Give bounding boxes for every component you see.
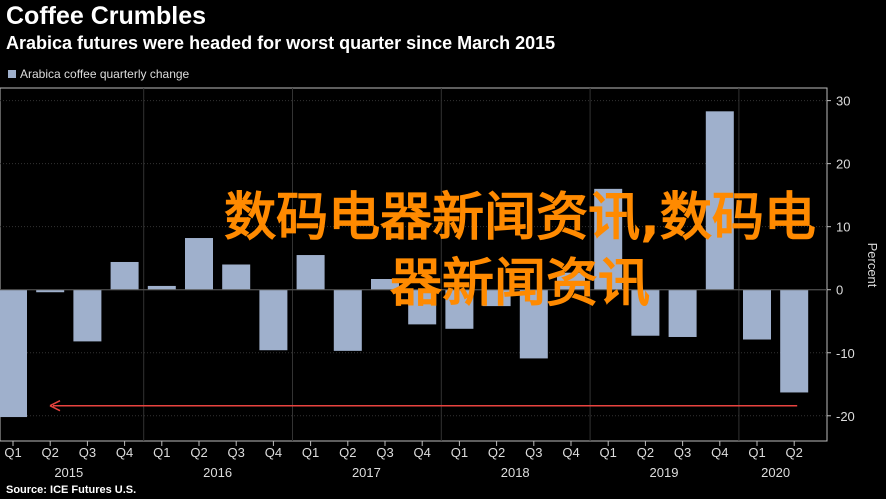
bar — [594, 188, 623, 290]
x-tick-label: Q4 — [414, 445, 431, 460]
chart-title: Coffee Crumbles — [6, 2, 207, 30]
legend: Arabica coffee quarterly change — [8, 67, 189, 81]
x-tick-label: Q3 — [228, 445, 245, 460]
x-tick-label: Q2 — [42, 445, 59, 460]
bar — [631, 289, 660, 336]
bar — [259, 289, 288, 351]
y-tick-label: 10 — [836, 220, 850, 235]
bar — [408, 289, 437, 325]
x-year-label: 2019 — [650, 465, 679, 480]
reference-arrow-head — [49, 400, 61, 412]
watermark-overlay: 数码电器新闻资讯,数码电器新闻资讯 — [224, 188, 816, 314]
x-tick-label: Q3 — [376, 445, 393, 460]
x-year-label: 2016 — [203, 465, 232, 480]
plot-frame — [0, 87, 828, 442]
bar — [296, 255, 325, 290]
y-tick-label: 20 — [836, 157, 850, 172]
bar — [36, 289, 65, 293]
bar — [333, 289, 362, 351]
x-year-label: 2020 — [761, 465, 790, 480]
x-tick-label: Q1 — [748, 445, 765, 460]
y-tick-label: 0 — [836, 283, 843, 298]
bar — [519, 289, 548, 359]
source-note: Source: ICE Futures U.S. — [6, 484, 137, 496]
x-tick-label: Q4 — [711, 445, 728, 460]
x-tick-label: Q2 — [190, 445, 207, 460]
x-tick-label: Q2 — [339, 445, 356, 460]
x-tick-label: Q4 — [116, 445, 133, 460]
bar — [185, 238, 213, 290]
y-axis-label: Percent — [865, 243, 880, 288]
bar — [780, 289, 809, 393]
bar — [0, 289, 27, 418]
bar — [668, 289, 697, 337]
legend-swatch-icon — [8, 70, 16, 78]
x-tick-label: Q1 — [302, 445, 319, 460]
x-tick-label: Q4 — [562, 445, 579, 460]
x-year-label: 2015 — [54, 465, 83, 480]
x-tick-label: Q2 — [637, 445, 654, 460]
chart-subtitle: Arabica futures were headed for worst qu… — [6, 33, 556, 53]
x-tick-label: Q1 — [600, 445, 617, 460]
bar — [557, 272, 585, 290]
bar — [482, 289, 511, 307]
bar — [705, 111, 734, 290]
bar — [222, 264, 251, 290]
x-tick-label: Q1 — [153, 445, 170, 460]
bar — [445, 289, 474, 329]
x-tick-label: Q3 — [674, 445, 691, 460]
x-year-label: 2018 — [501, 465, 530, 480]
x-tick-label: Q2 — [786, 445, 803, 460]
legend-label: Arabica coffee quarterly change — [20, 67, 190, 81]
x-tick-label: Q3 — [79, 445, 96, 460]
bar — [147, 285, 176, 290]
bar — [110, 261, 139, 290]
x-tick-label: Q4 — [265, 445, 282, 460]
bar — [743, 289, 771, 340]
y-tick-label: 30 — [836, 94, 850, 109]
x-year-label: 2017 — [352, 465, 381, 480]
x-tick-label: Q1 — [451, 445, 468, 460]
y-tick-label: -10 — [836, 346, 855, 361]
x-tick-label: Q2 — [488, 445, 505, 460]
x-tick-label: Q3 — [525, 445, 542, 460]
y-tick-label: -20 — [836, 409, 855, 424]
x-tick-label: Q1 — [4, 445, 21, 460]
bar — [73, 289, 102, 342]
bar — [371, 278, 399, 290]
